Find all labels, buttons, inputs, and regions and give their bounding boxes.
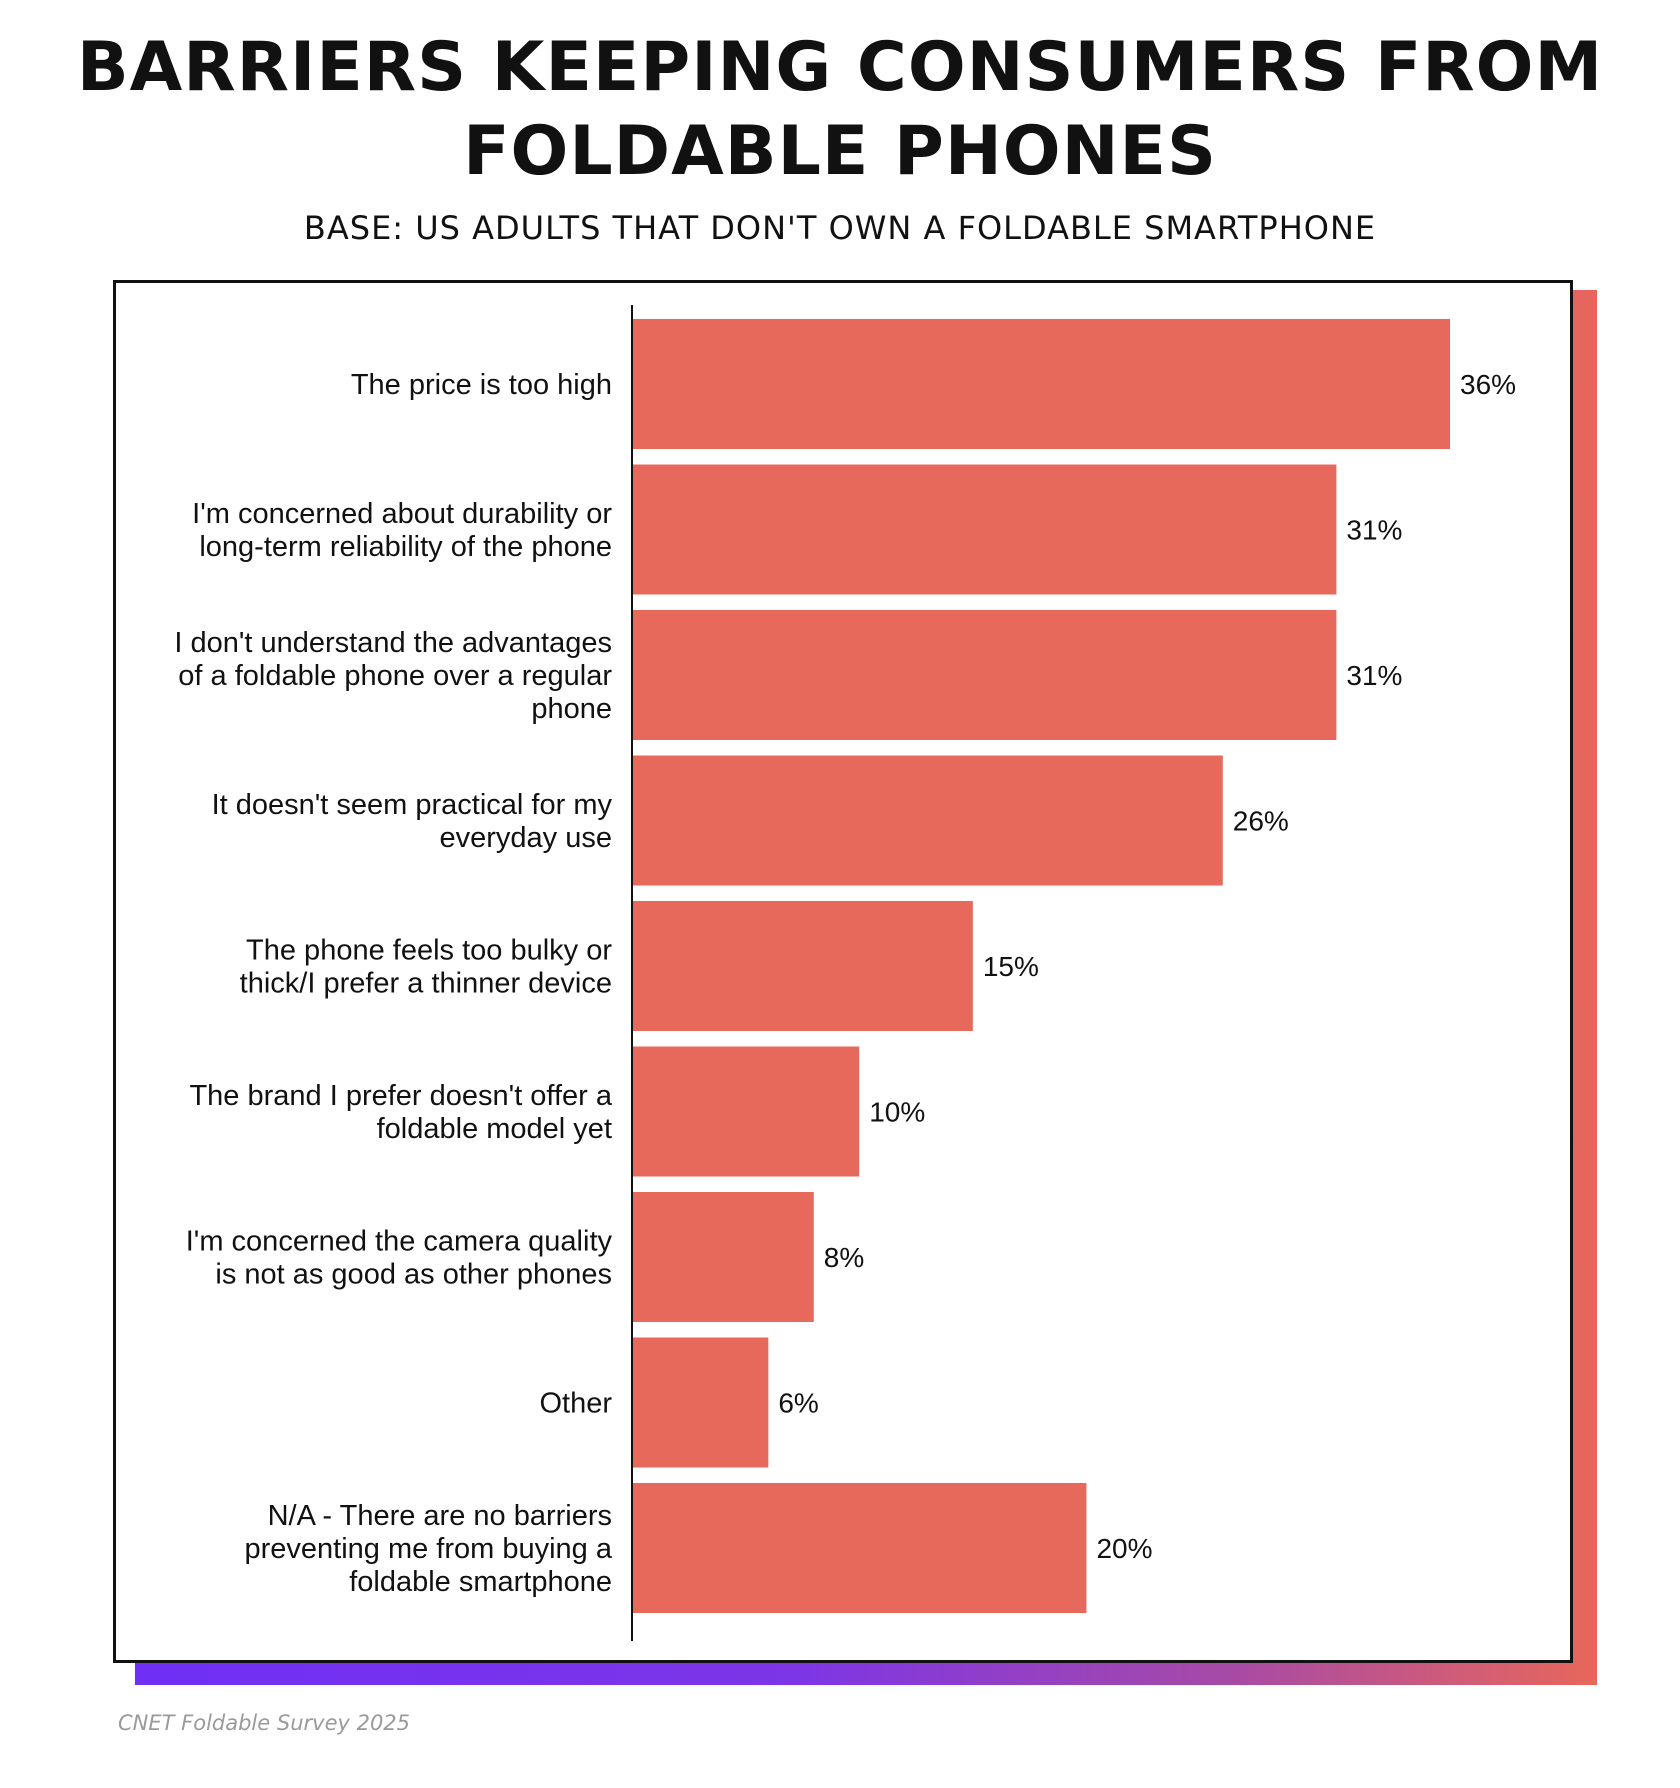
category-label: Other [539,1388,612,1420]
bar [632,755,1223,886]
category-label: I'm concerned about durability or [192,498,612,530]
category-label: long-term reliability of the phone [199,531,612,563]
category-label: preventing me from buying a [244,1533,612,1565]
bar-value-label: 10% [869,1097,925,1128]
category-label: foldable smartphone [349,1566,612,1598]
category-label: of a foldable phone over a regular [178,660,612,692]
category-label: It doesn't seem practical for my [212,789,613,821]
chart-title: BARRIERS KEEPING CONSUMERS FROM FOLDABLE… [0,26,1680,194]
bar [632,1483,1087,1613]
bar-value-label: 15% [983,951,1039,982]
bar [632,1192,814,1322]
bar [632,901,973,1031]
category-label: I don't understand the advantages [174,627,612,659]
bar-value-label: 20% [1096,1533,1152,1564]
bar-value-label: 6% [778,1388,818,1419]
source-note: CNET Foldable Survey 2025 [118,1711,411,1735]
bar-value-label: 26% [1233,806,1289,837]
bar [632,610,1337,740]
chart-title-line-1: BARRIERS KEEPING CONSUMERS FROM [76,28,1604,107]
category-label: thick/I prefer a thinner device [240,968,612,1000]
bar-value-label: 31% [1346,660,1402,691]
category-label: everyday use [440,822,613,854]
bar-value-label: 8% [824,1242,864,1273]
category-label: The brand I prefer doesn't offer a [189,1080,612,1112]
category-label: foldable model yet [377,1113,612,1145]
bar [632,1337,769,1468]
chart-frame: 36% The price is too high 31% I'm concerned… [113,280,1573,1663]
category-label: N/A - There are no barriers [268,1500,612,1532]
chart-subtitle: BASE: US ADULTS THAT DON'T OWN A FOLDABL… [303,209,1377,247]
category-label: is not as good as other phones [215,1259,612,1291]
bar [632,464,1337,595]
bar-value-label: 36% [1460,369,1516,400]
bar-chart: 36% The price is too high 31% I'm concerned… [174,305,1516,1641]
bar [632,1046,860,1177]
chart-title-line-2: FOLDABLE PHONES [463,112,1217,191]
category-label: The price is too high [351,369,612,401]
bar-value-label: 31% [1346,515,1402,546]
category-label: I'm concerned the camera quality [186,1226,613,1258]
category-label: phone [531,693,612,725]
category-label: The phone feels too bulky or [246,935,612,967]
bar [632,319,1450,449]
